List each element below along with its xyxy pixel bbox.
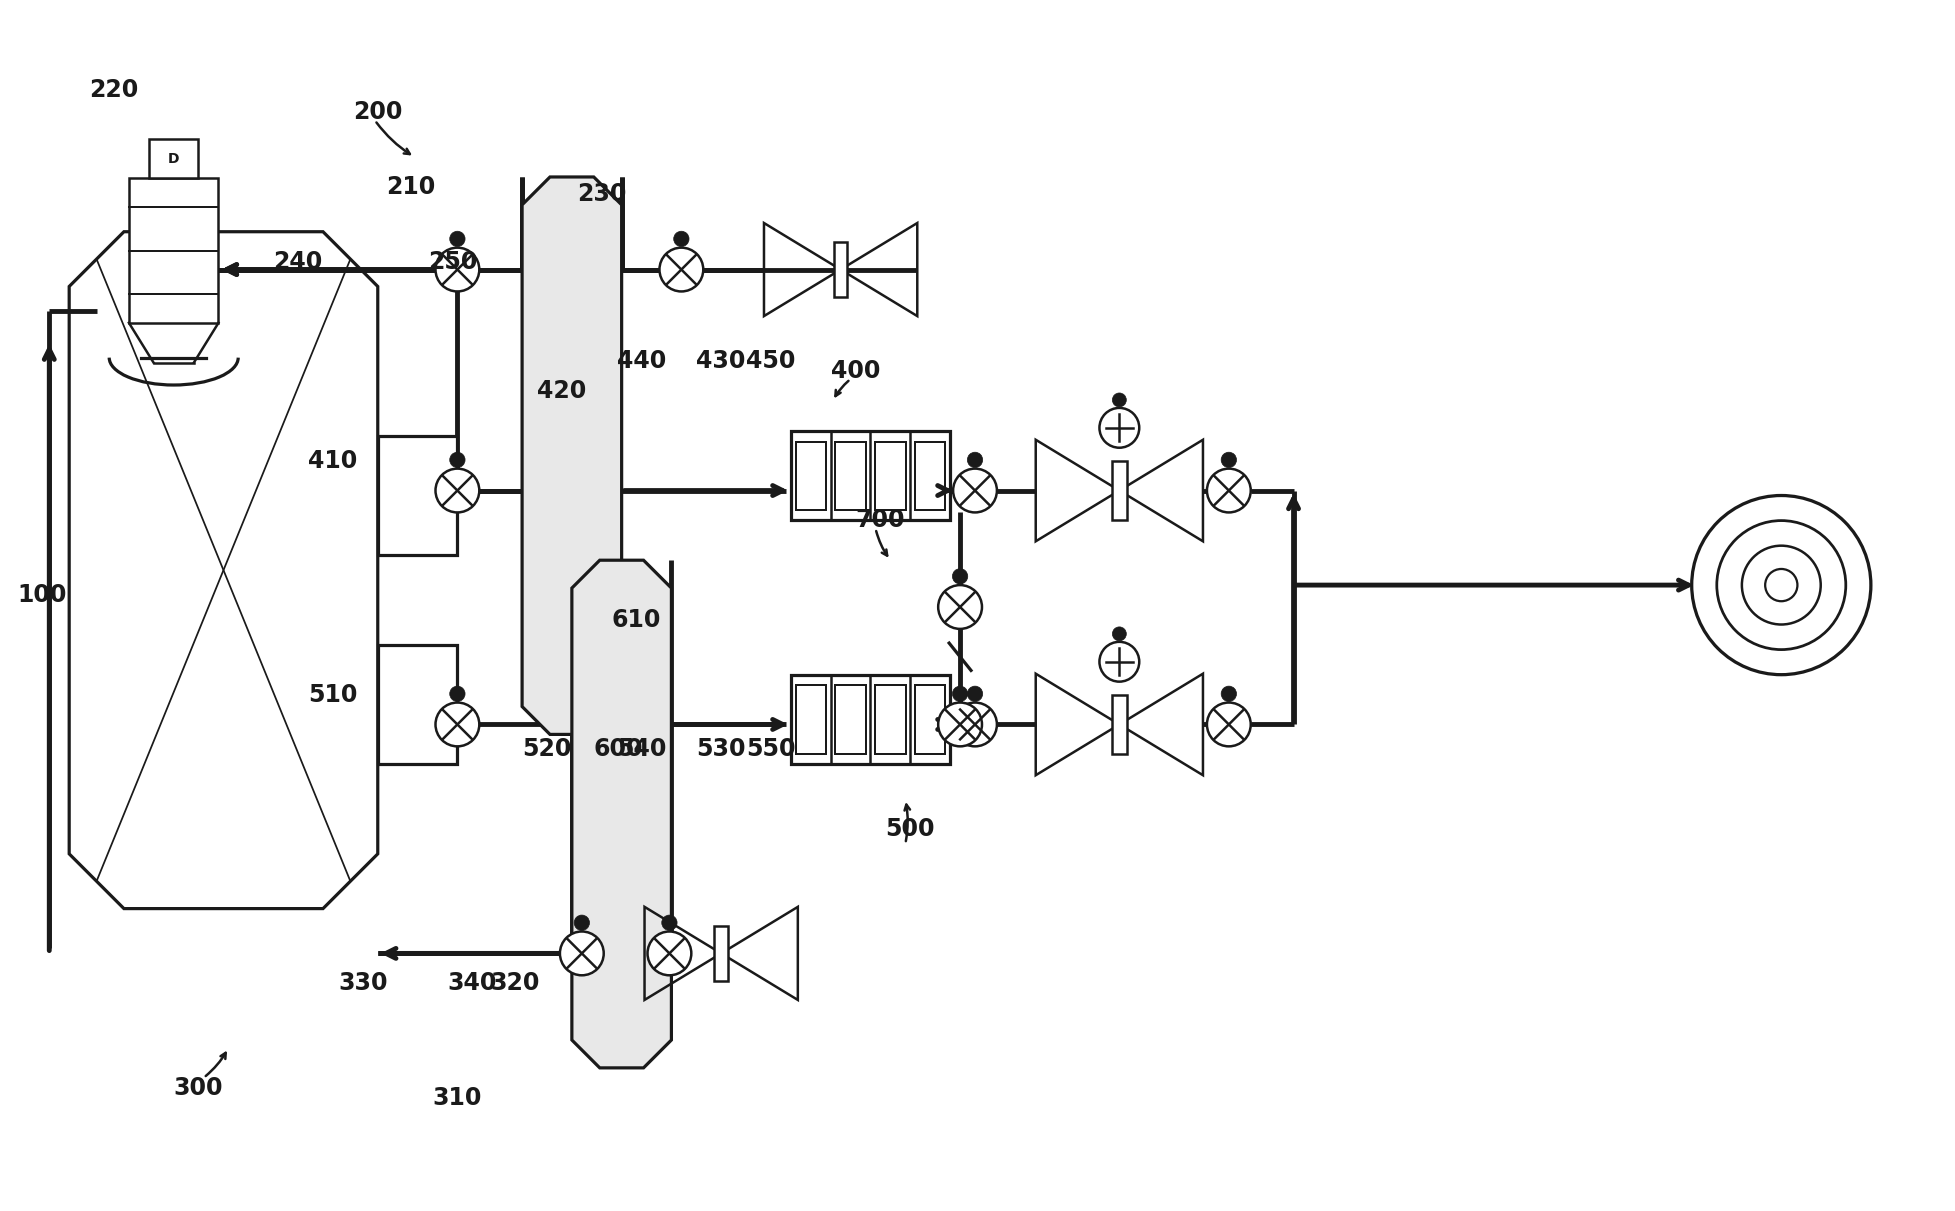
Circle shape	[1222, 687, 1236, 701]
Bar	[876, 685, 905, 753]
Circle shape	[659, 247, 704, 292]
Text: 700: 700	[856, 509, 905, 533]
Bar	[377, 436, 457, 555]
Circle shape	[954, 469, 997, 512]
Circle shape	[674, 231, 688, 247]
Bar	[377, 644, 457, 764]
Bar	[792, 675, 950, 764]
Circle shape	[436, 247, 479, 292]
Circle shape	[952, 569, 968, 584]
Bar	[792, 431, 950, 521]
Circle shape	[952, 687, 968, 701]
Polygon shape	[573, 561, 671, 1068]
Circle shape	[647, 931, 692, 975]
Text: 230: 230	[577, 182, 626, 206]
Bar	[835, 442, 866, 510]
Bar	[1112, 695, 1126, 754]
Text: 540: 540	[618, 737, 667, 762]
Text: D: D	[168, 151, 180, 166]
Circle shape	[938, 702, 981, 746]
Circle shape	[661, 916, 676, 930]
Circle shape	[1206, 702, 1251, 746]
Circle shape	[968, 452, 983, 467]
Circle shape	[436, 702, 479, 746]
Text: 240: 240	[274, 249, 323, 274]
Circle shape	[450, 452, 465, 467]
Text: 320: 320	[491, 971, 540, 995]
Circle shape	[954, 702, 997, 746]
Bar	[129, 178, 219, 323]
Text: 310: 310	[432, 1086, 483, 1109]
Bar	[876, 442, 905, 510]
Circle shape	[1099, 642, 1140, 682]
Text: 220: 220	[90, 79, 139, 103]
Text: 550: 550	[747, 737, 796, 762]
Text: 330: 330	[338, 971, 387, 995]
Text: 510: 510	[309, 683, 358, 706]
Text: 420: 420	[538, 379, 586, 403]
Polygon shape	[522, 177, 622, 734]
Bar	[915, 685, 946, 753]
Text: 600: 600	[594, 737, 643, 762]
Text: 610: 610	[612, 608, 661, 632]
Circle shape	[938, 585, 981, 629]
Bar	[714, 926, 727, 981]
Text: 410: 410	[309, 448, 358, 472]
Circle shape	[450, 687, 465, 701]
Text: 200: 200	[354, 101, 403, 125]
Circle shape	[450, 231, 465, 247]
Circle shape	[559, 931, 604, 975]
Text: 250: 250	[428, 249, 477, 274]
Bar	[915, 442, 946, 510]
Circle shape	[1206, 469, 1251, 512]
Circle shape	[1112, 627, 1126, 641]
Circle shape	[436, 469, 479, 512]
Text: 100: 100	[18, 582, 66, 607]
Text: 340: 340	[448, 971, 497, 995]
Text: 450: 450	[747, 349, 796, 373]
Text: 300: 300	[174, 1075, 223, 1100]
Bar	[796, 442, 825, 510]
Bar	[1112, 460, 1126, 521]
Circle shape	[1099, 408, 1140, 448]
Bar	[833, 242, 847, 297]
Text: 530: 530	[696, 737, 747, 762]
Text: 520: 520	[522, 737, 571, 762]
Text: 440: 440	[618, 349, 667, 373]
Circle shape	[968, 687, 983, 701]
Bar	[149, 138, 197, 178]
Bar	[835, 685, 866, 753]
Circle shape	[1222, 452, 1236, 467]
Circle shape	[1112, 394, 1126, 407]
Bar	[796, 685, 825, 753]
Text: 430: 430	[696, 349, 747, 373]
Text: 210: 210	[385, 174, 436, 199]
Circle shape	[575, 916, 590, 930]
Text: 400: 400	[831, 360, 880, 383]
Text: 500: 500	[886, 817, 934, 840]
